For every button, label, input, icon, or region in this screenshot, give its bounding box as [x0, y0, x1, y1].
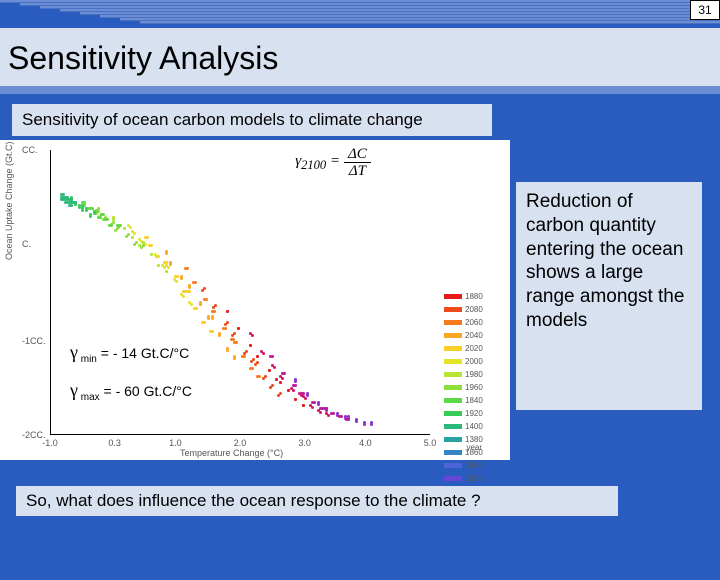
legend-year-label: year: [466, 443, 482, 452]
formula: γ2100 = ΔCΔT: [268, 144, 398, 182]
footer-question: So, what does influence the ocean respon…: [16, 486, 618, 516]
header-decor: [0, 0, 720, 24]
side-text: Reduction of carbon quantity entering th…: [516, 182, 702, 410]
gamma-min-annot: γ min = - 14 Gt.C/°C: [70, 342, 189, 365]
legend-strip: 1880208020602040202020001980196018401920…: [444, 290, 504, 580]
page-number: 31: [690, 0, 720, 20]
title-area: Sensitivity Analysis: [0, 28, 720, 94]
x-axis-label: Temperature Change (°C): [180, 448, 283, 458]
chart-area: Ocean Uptake Change (Gt.C) Temperature C…: [0, 140, 510, 460]
page-title: Sensitivity Analysis: [0, 28, 720, 77]
subtitle: Sensitivity of ocean carbon models to cl…: [12, 104, 492, 136]
gamma-max-annot: γ max = - 60 Gt.C/°C: [70, 380, 192, 403]
y-axis-label: Ocean Uptake Change (Gt.C): [4, 141, 14, 260]
